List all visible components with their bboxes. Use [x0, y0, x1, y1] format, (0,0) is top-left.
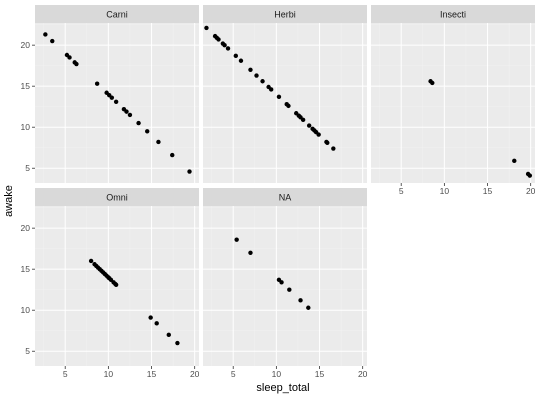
data-point	[276, 94, 282, 100]
x-tick-label: 10	[272, 369, 282, 379]
data-point	[187, 169, 192, 174]
facet-strip-label: Omni	[106, 193, 128, 203]
data-point	[248, 250, 253, 255]
data-point	[300, 117, 306, 123]
facet-strip-label: Insecti	[440, 10, 466, 20]
panel-background	[371, 23, 535, 183]
x-tick-label: 10	[440, 186, 450, 196]
x-tick-label: 15	[315, 369, 325, 379]
facet-panel-carni: Carni	[35, 5, 199, 183]
data-point	[67, 55, 72, 60]
data-point	[268, 87, 274, 92]
data-point	[222, 42, 227, 48]
facet-panel-insecti: Insecti	[371, 5, 535, 183]
facet-strip	[203, 5, 367, 23]
data-point	[136, 120, 141, 126]
facet-strip	[203, 188, 367, 206]
data-point	[74, 61, 79, 67]
data-point	[316, 132, 321, 137]
data-point	[94, 81, 100, 86]
facet-strip-label: Carni	[106, 10, 128, 20]
data-point	[148, 315, 153, 320]
data-point	[204, 25, 209, 31]
data-point	[248, 67, 253, 72]
data-point	[170, 152, 175, 158]
x-tick-label: 10	[104, 369, 114, 379]
data-point	[430, 80, 435, 86]
x-tick-label: 15	[147, 369, 157, 379]
x-tick-label: 15	[483, 186, 493, 196]
y-tick-label: 20	[21, 40, 31, 50]
y-axis-ticks: 5 10 15 20 5 10 15 20	[21, 40, 35, 356]
x-tick-label: 5	[231, 369, 236, 379]
data-point	[325, 140, 330, 145]
data-point	[113, 282, 119, 287]
y-tick-label: 15	[21, 81, 31, 91]
x-tick-label: 5	[63, 369, 68, 379]
data-point	[113, 99, 119, 104]
facet-panel-herbi: Herbi	[203, 5, 367, 183]
data-point	[512, 158, 517, 164]
data-point	[154, 321, 159, 326]
x-tick-label: 20	[358, 369, 368, 379]
data-point	[43, 32, 48, 37]
data-point	[306, 305, 311, 310]
y-tick-label: 15	[21, 264, 31, 274]
data-point	[145, 129, 150, 134]
facet-panel-na: NA	[203, 188, 367, 366]
data-point	[254, 73, 259, 78]
facet-strip-label: Herbi	[274, 10, 296, 20]
data-point	[279, 280, 284, 285]
y-tick-label: 10	[21, 122, 31, 132]
data-point	[166, 332, 171, 338]
data-point	[234, 237, 239, 242]
data-point	[124, 109, 129, 114]
facet-strip-label: NA	[279, 193, 292, 203]
data-point	[216, 37, 221, 42]
data-point	[127, 112, 133, 118]
data-point	[156, 139, 161, 145]
data-point	[331, 146, 336, 151]
y-tick-label: 10	[21, 305, 31, 315]
y-tick-label: 5	[25, 346, 30, 356]
x-axis-title: sleep_total	[256, 382, 309, 394]
data-point	[527, 173, 533, 178]
data-point	[233, 53, 238, 59]
data-point	[50, 38, 55, 44]
y-tick-label: 5	[25, 163, 30, 173]
panel-background	[203, 206, 367, 366]
facet-strip	[371, 5, 535, 23]
facet-strip	[35, 188, 199, 206]
facet-panel-omni: Omni	[35, 188, 199, 366]
data-point	[287, 287, 292, 292]
data-point	[109, 95, 115, 100]
facet-strip	[35, 5, 199, 23]
data-point	[286, 103, 291, 109]
data-point	[225, 46, 231, 51]
x-axis-ticks: 5 10 15 20 5 10 15 20 5 10 15 20	[63, 183, 536, 379]
x-tick-label: 5	[399, 186, 404, 196]
data-point	[298, 298, 303, 303]
y-axis-title: awake	[3, 185, 15, 217]
x-tick-label: 20	[190, 369, 200, 379]
facet-panels: Carni Herbi Insecti Omni NA	[35, 5, 535, 366]
data-point	[238, 58, 244, 63]
data-point	[88, 258, 94, 264]
y-tick-label: 20	[21, 223, 31, 233]
x-tick-label: 20	[526, 186, 536, 196]
data-point	[260, 79, 265, 84]
data-point	[306, 123, 312, 128]
data-point	[175, 340, 180, 346]
